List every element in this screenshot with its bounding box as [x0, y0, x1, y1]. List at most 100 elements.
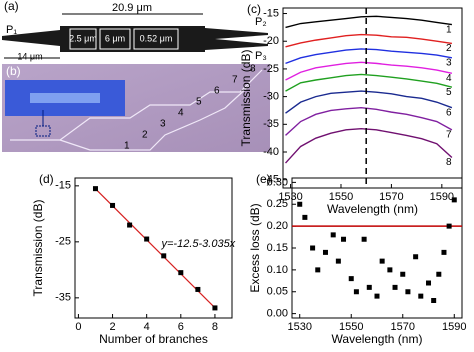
chart: 1530 1550 1570 1590 -15 -20 -25 -30 -35 -40 -45 Wav… [239, 2, 463, 216]
point [436, 271, 442, 277]
point [353, 289, 359, 295]
series-label: 3 [446, 57, 452, 68]
y-tick-label: 0.05 [267, 286, 288, 298]
series-line [285, 106, 453, 136]
point [144, 236, 150, 242]
y-axis-label: Transmission (dB) [31, 200, 45, 297]
point [431, 298, 437, 303]
x-tick-label: 8 [212, 321, 218, 333]
branch-label: 2 [142, 130, 148, 141]
branch-label: 1 [124, 141, 130, 152]
x-tick-label: 6 [178, 321, 184, 333]
series-line [285, 73, 453, 92]
series-label: 7 [446, 129, 452, 140]
y-tick-label: 0.15 [267, 242, 288, 254]
point [341, 236, 347, 242]
branch-label: 6 [214, 86, 220, 97]
fit-equation: y=-12.5-3.035x [161, 238, 236, 250]
x-tick-label: 2 [109, 321, 115, 333]
section-label: 2.5 μm [69, 33, 97, 43]
series-label: 1 [446, 24, 452, 35]
x-axis-label: Wavelength (nm) [332, 332, 423, 346]
y-axis-label: Excess loss (dB) [248, 203, 262, 292]
point [178, 270, 184, 276]
port-label: P₃ [255, 50, 267, 62]
y-tick-label: -20 [263, 35, 279, 47]
panel-label: (d) [39, 172, 54, 186]
section [133, 28, 179, 50]
x-tick-label: 1530 [287, 321, 311, 333]
x-tick-label: 0 [75, 321, 81, 333]
waveguide [59, 84, 251, 151]
point [212, 305, 218, 311]
point [387, 267, 393, 273]
x-tick-label: 1590 [442, 321, 466, 333]
point [413, 254, 419, 260]
point [441, 249, 447, 255]
point [418, 293, 424, 299]
x-tick-label: 1570 [391, 321, 415, 333]
panel-label: (a) [4, 0, 19, 13]
series-label: 4 [446, 73, 452, 84]
section [99, 28, 131, 50]
point [446, 223, 452, 229]
y-tick-label: 0.10 [267, 264, 288, 276]
y-tick-label: -25 [55, 236, 71, 248]
point [310, 245, 316, 251]
panel-label: (e) [256, 172, 271, 186]
point [322, 249, 328, 255]
plot-frame [74, 177, 233, 319]
port-label: P₁ [6, 24, 17, 36]
point [195, 286, 201, 292]
series-label: 8 [446, 157, 452, 168]
branch-label: 3 [160, 119, 166, 130]
point [451, 197, 457, 203]
y-tick-label: -35 [55, 292, 71, 304]
y-tick-label: -15 [55, 180, 71, 192]
point [297, 201, 303, 207]
section-label: 6 μm [105, 33, 125, 43]
panel-b: (b) 1 2 3 4 5 6 7 8 [2, 64, 270, 152]
series-line [285, 33, 453, 48]
y-tick-label: -35 [263, 118, 279, 130]
chart: 1530 1550 1570 1590 0.00 0.05 0.10 0.15 0.20 0.25… [248, 172, 466, 346]
plot-frame [282, 7, 463, 189]
fit-line [95, 188, 216, 309]
width-label: 20.9 μm [112, 2, 152, 14]
point [330, 232, 336, 238]
panel-label: (c) [247, 2, 261, 16]
y-tick-label: -45 [263, 174, 279, 186]
point [348, 276, 354, 282]
y-tick-label: 0.30 [267, 176, 288, 188]
y-tick-label: -25 [263, 63, 279, 75]
series-line [285, 48, 453, 65]
x-tick-label: 1530 [278, 191, 302, 203]
chart: 0 2 4 6 8 -15 -25 -35 Number of branches Transmis… [31, 172, 236, 346]
point [400, 271, 406, 277]
series-label: 6 [446, 107, 452, 118]
y-tick-label: 0.25 [267, 198, 288, 210]
series-label: 2 [446, 43, 452, 54]
x-axis-label: Wavelength (nm) [327, 202, 418, 216]
panel-label: (b) [6, 64, 21, 78]
point [374, 293, 380, 299]
series-label: 5 [446, 87, 452, 98]
x-tick-label: 4 [144, 321, 150, 333]
series-line [285, 128, 453, 164]
branch-label: 4 [178, 108, 184, 119]
panel-a: (a) 20.9 μm 14 μm 2.5 μm 6 μm 0.52 μm P₁… [2, 0, 268, 62]
length-label: 14 μm [17, 51, 42, 61]
point [92, 186, 98, 192]
branch-label: 8 [250, 64, 256, 75]
y-tick-label: -40 [263, 146, 279, 158]
x-tick-label: 1550 [329, 191, 353, 203]
series-line [285, 61, 453, 81]
branch-label: 5 [196, 97, 202, 108]
x-axis-label: Number of branches [99, 332, 208, 346]
x-tick-label: 1590 [430, 191, 454, 203]
series-line [285, 90, 453, 114]
y-tick-label: 0.00 [267, 308, 288, 320]
point [392, 284, 398, 290]
